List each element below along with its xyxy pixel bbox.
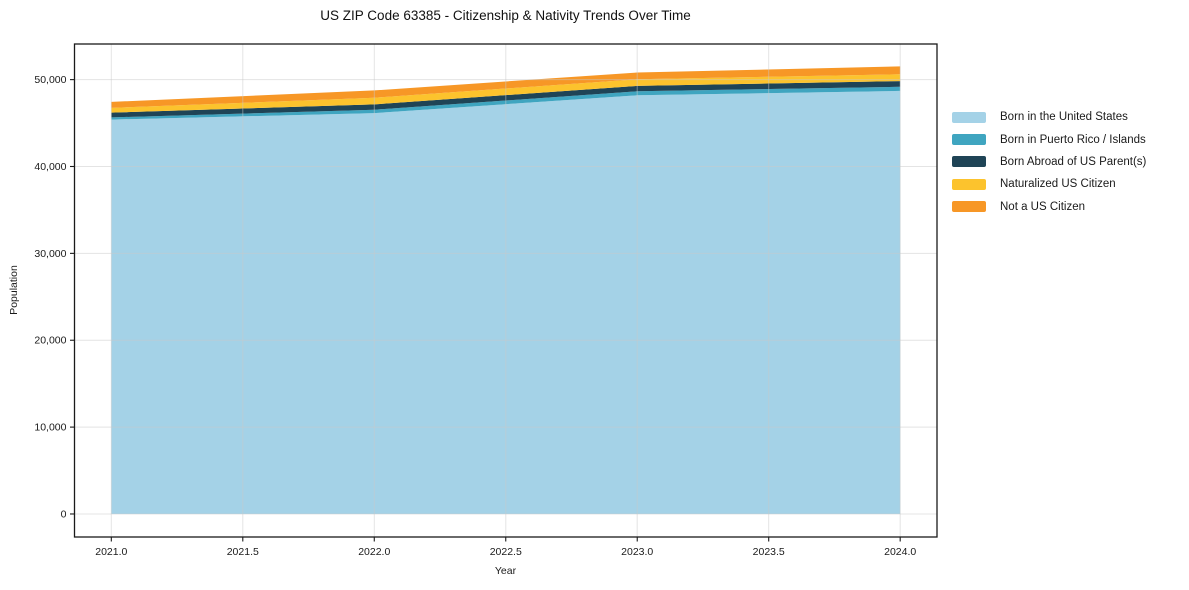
legend: Born in the United States Born in Puerto …	[952, 106, 1146, 218]
x-tick-label: 2021.5	[227, 546, 259, 558]
legend-swatch	[952, 134, 986, 146]
chart-title: US ZIP Code 63385 - Citizenship & Nativi…	[320, 8, 691, 23]
y-tick-label: 20,000	[34, 335, 66, 347]
legend-swatch	[952, 178, 986, 190]
tick-labels: 0 10,000 20,000 30,000 40,000 50,000 2021.0 202…	[34, 74, 916, 558]
legend-label: Born Abroad of US Parent(s)	[1000, 155, 1147, 168]
legend-label: Not a US Citizen	[1000, 200, 1086, 213]
axis-ticks	[70, 79, 901, 542]
legend-item-born-in-the-united-states: Born in the United States	[952, 106, 1146, 128]
legend-label: Born in the United States	[1000, 111, 1128, 124]
x-tick-label: 2023.5	[753, 546, 785, 558]
y-tick-label: 40,000	[34, 161, 66, 173]
x-tick-label: 2022.5	[490, 546, 522, 558]
legend-label: Born in Puerto Rico / Islands	[1000, 133, 1146, 146]
y-tick-label: 10,000	[34, 422, 66, 434]
x-tick-label: 2022.0	[358, 546, 390, 558]
x-tick-label: 2024.0	[884, 546, 916, 558]
legend-swatch	[952, 201, 986, 213]
y-tick-label: 50,000	[34, 74, 66, 86]
y-tick-label: 30,000	[34, 248, 66, 260]
legend-item-born-abroad-of-us-parent-s: Born Abroad of US Parent(s)	[952, 151, 1146, 173]
legend-item-not-a-us-citizen: Not a US Citizen	[952, 196, 1146, 218]
x-tick-label: 2021.0	[95, 546, 127, 558]
legend-item-naturalized-us-citizen: Naturalized US Citizen	[952, 173, 1146, 195]
legend-label: Naturalized US Citizen	[1000, 178, 1116, 191]
x-tick-label: 2023.0	[621, 546, 653, 558]
y-axis-label: Population	[8, 265, 20, 315]
gridlines	[74, 44, 937, 537]
y-tick-label: 0	[61, 508, 67, 520]
legend-item-born-in-puerto-rico-islands: Born in Puerto Rico / Islands	[952, 128, 1146, 150]
legend-swatch	[952, 156, 986, 168]
x-axis-label: Year	[494, 565, 517, 577]
legend-swatch	[952, 111, 986, 123]
